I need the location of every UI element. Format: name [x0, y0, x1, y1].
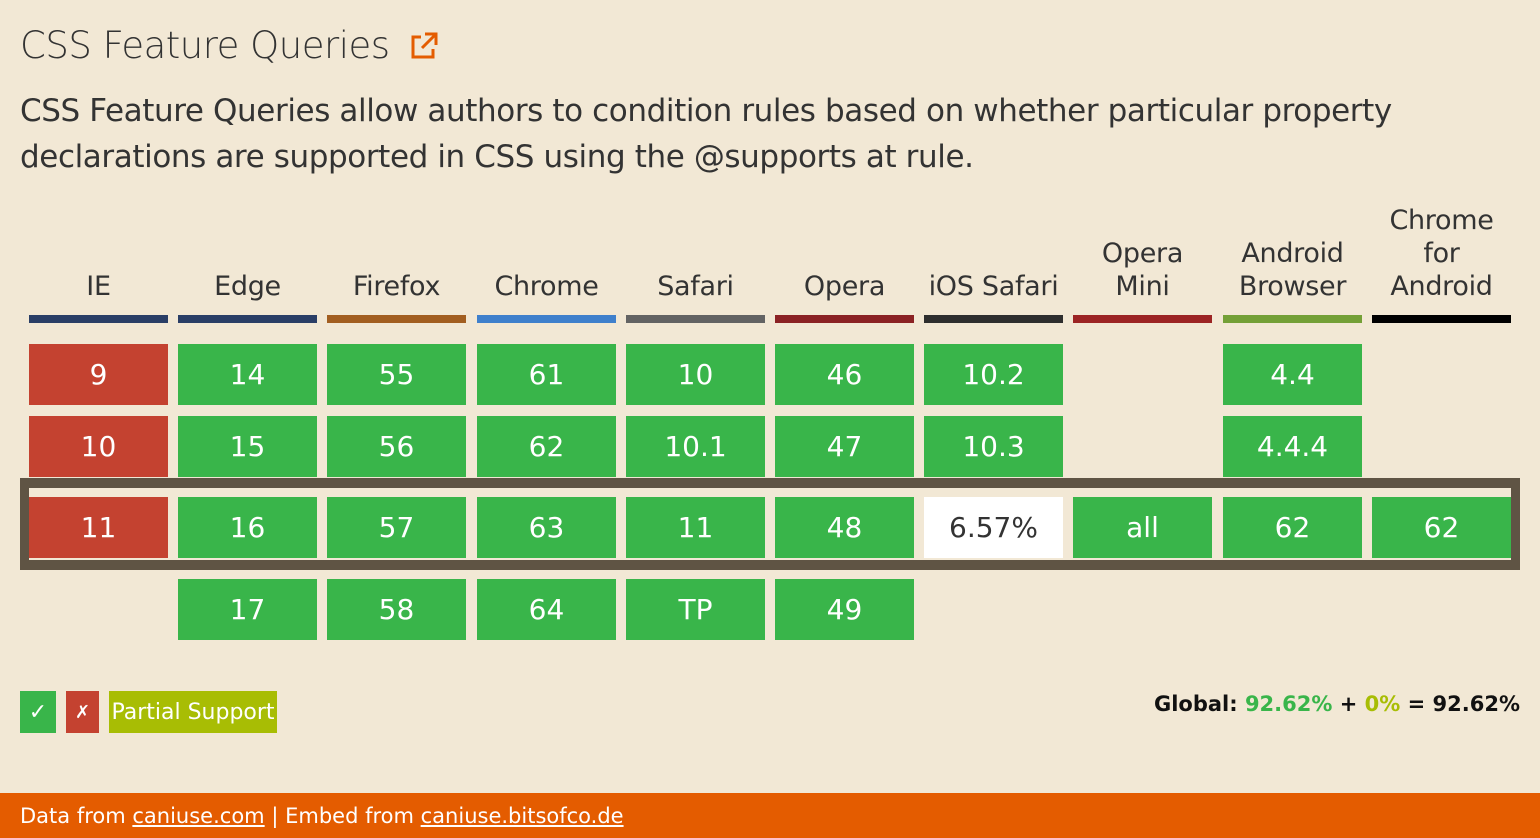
column-bar-chrome-for-android	[1372, 315, 1511, 323]
column-bar-firefox	[327, 315, 466, 323]
version-cell-chrome[interactable]: 64	[477, 579, 616, 640]
global-plus: +	[1339, 692, 1358, 716]
caniuse-link[interactable]: caniuse.com	[132, 803, 265, 828]
version-cell-ios-safari[interactable]: 6.57%	[924, 497, 1063, 558]
legend-partial-support: Partial Support	[109, 691, 277, 733]
legend-supported: ✓	[20, 691, 56, 733]
version-cell-edge[interactable]: 14	[178, 344, 317, 405]
column-header-chrome-for-android: Chrome for Android	[1389, 205, 1494, 302]
column-header-ios-safari: iOS Safari	[928, 271, 1059, 302]
version-cell-firefox[interactable]: 57	[327, 497, 466, 558]
column-header-android-browser: Android Browser	[1238, 238, 1347, 302]
version-cell-safari[interactable]: 11	[626, 497, 765, 558]
version-cell-opera[interactable]: 46	[775, 344, 914, 405]
column-bar-edge	[178, 315, 317, 323]
global-total-percent: 92.62%	[1432, 692, 1520, 716]
version-cell-chrome[interactable]: 63	[477, 497, 616, 558]
feature-title: CSS Feature Queries	[20, 24, 390, 67]
version-cell-ie[interactable]: 9	[29, 344, 168, 405]
column-bar-safari	[626, 315, 765, 323]
version-cell-android-browser[interactable]: 4.4.4	[1223, 416, 1362, 477]
version-cell-opera[interactable]: 48	[775, 497, 914, 558]
column-header-chrome: Chrome	[494, 271, 599, 302]
feature-description: CSS Feature Queries allow authors to con…	[20, 93, 1392, 175]
version-cell-safari[interactable]: 10	[626, 344, 765, 405]
version-cell-edge[interactable]: 15	[178, 416, 317, 477]
footer: Data from caniuse.com | Embed from caniu…	[0, 793, 1540, 838]
version-cell-chrome[interactable]: 61	[477, 344, 616, 405]
column-header-opera-mini: Opera Mini	[1101, 238, 1184, 302]
version-cell-ie[interactable]: 10	[29, 416, 168, 477]
version-cell-opera[interactable]: 49	[775, 579, 914, 640]
version-cell-safari[interactable]: TP	[626, 579, 765, 640]
global-supported-percent: 92.62%	[1244, 692, 1333, 716]
version-cell-edge[interactable]: 17	[178, 579, 317, 640]
column-header-opera: Opera	[803, 271, 886, 302]
version-cell-chrome-for-android[interactable]: 62	[1372, 497, 1511, 558]
global-equals: =	[1407, 692, 1426, 716]
version-cell-firefox[interactable]: 56	[327, 416, 466, 477]
column-bar-opera	[775, 315, 914, 323]
global-partial-percent: 0%	[1364, 692, 1401, 716]
version-cell-ios-safari[interactable]: 10.3	[924, 416, 1063, 477]
version-cell-firefox[interactable]: 58	[327, 579, 466, 640]
global-label: Global:	[1153, 692, 1238, 716]
footer-embed-prefix: Embed from	[285, 803, 414, 828]
page-title: CSS Feature Queries	[20, 24, 440, 67]
version-cell-edge[interactable]: 16	[178, 497, 317, 558]
version-cell-firefox[interactable]: 55	[327, 344, 466, 405]
column-header-safari: Safari	[657, 271, 734, 302]
column-header-firefox: Firefox	[352, 271, 441, 302]
version-cell-ie[interactable]: 11	[29, 497, 168, 558]
external-link-icon[interactable]	[408, 30, 440, 62]
bitsofco-link[interactable]: caniuse.bitsofco.de	[420, 803, 624, 828]
column-bar-opera-mini	[1073, 315, 1212, 323]
version-cell-safari[interactable]: 10.1	[626, 416, 765, 477]
column-bar-ios-safari	[924, 315, 1063, 323]
column-bar-chrome	[477, 315, 616, 323]
footer-separator: |	[271, 803, 279, 828]
version-cell-opera-mini[interactable]: all	[1073, 497, 1212, 558]
version-cell-ios-safari[interactable]: 10.2	[924, 344, 1063, 405]
version-cell-chrome[interactable]: 62	[477, 416, 616, 477]
column-bar-android-browser	[1223, 315, 1362, 323]
version-cell-android-browser[interactable]: 62	[1223, 497, 1362, 558]
column-header-edge: Edge	[214, 271, 281, 302]
footer-data-prefix: Data from	[20, 803, 126, 828]
version-cell-opera[interactable]: 47	[775, 416, 914, 477]
legend-unsupported: ✗	[66, 691, 99, 733]
column-header-ie: IE	[86, 271, 111, 302]
column-bar-ie	[29, 315, 168, 323]
version-cell-android-browser[interactable]: 4.4	[1223, 344, 1362, 405]
global-usage: Global: 92.62% + 0% = 92.62%	[1154, 692, 1520, 716]
